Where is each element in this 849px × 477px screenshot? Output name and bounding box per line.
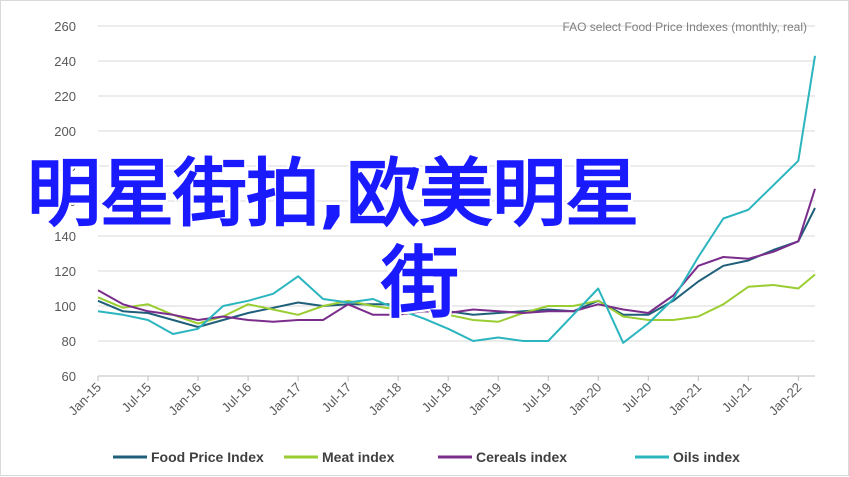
y-tick-label: 200 — [54, 124, 76, 139]
y-tick-label: 60 — [62, 369, 76, 384]
overlay-headline-line2: 街 — [381, 239, 460, 329]
x-tick-label: Jan-21 — [666, 380, 705, 419]
x-tick-label: Jul-20 — [619, 380, 655, 416]
x-tick-label: Jan-19 — [466, 380, 505, 419]
y-tick-label: 240 — [54, 54, 76, 69]
y-tick-label: 160 — [54, 194, 76, 209]
x-tick-label: Jul-15 — [118, 380, 154, 416]
y-tick-label: 80 — [62, 334, 76, 349]
x-tick-label: Jul-21 — [719, 380, 755, 416]
grid-layer — [98, 25, 815, 377]
series-line-cereals-index — [97, 188, 816, 323]
legend-label-oils-index: Oils index — [673, 449, 740, 465]
legend-label-cereals-index: Cereals index — [476, 449, 567, 465]
y-tick-label: 220 — [54, 89, 76, 104]
legend: Food Price Index Meat index Cereals index O… — [113, 449, 740, 465]
y-tick-label: 140 — [54, 229, 76, 244]
y-tick-label: 260 — [54, 19, 76, 34]
series-layer — [97, 55, 816, 344]
x-tick-label: Jan-20 — [566, 380, 605, 419]
series-line-food-price-index — [97, 207, 816, 328]
chart-note: FAO select Food Price Indexes (monthly, … — [562, 20, 807, 34]
x-tick-label: Jan-22 — [766, 380, 805, 419]
series-line-oils-index — [97, 55, 816, 344]
y-tick-label: 180 — [54, 159, 76, 174]
overlay-headline-line1: 明星街拍,欧美明星 — [27, 151, 639, 237]
x-tick-label: Jul-17 — [319, 380, 355, 416]
x-tick-label: Jan-15 — [65, 380, 104, 419]
x-tick-label: Jul-16 — [219, 380, 255, 416]
x-tick-label: Jul-19 — [519, 380, 555, 416]
x-tick-label: Jul-18 — [419, 380, 455, 416]
x-tick-label: Jan-17 — [266, 380, 305, 419]
legend-label-food-price-index: Food Price Index — [151, 449, 264, 465]
x-tick-label: Jan-18 — [366, 380, 405, 419]
x-tick-label: Jan-16 — [165, 380, 204, 419]
y-tick-label: 100 — [54, 299, 76, 314]
legend-label-meat-index: Meat index — [322, 449, 395, 465]
y-tick-label: 120 — [54, 264, 76, 279]
